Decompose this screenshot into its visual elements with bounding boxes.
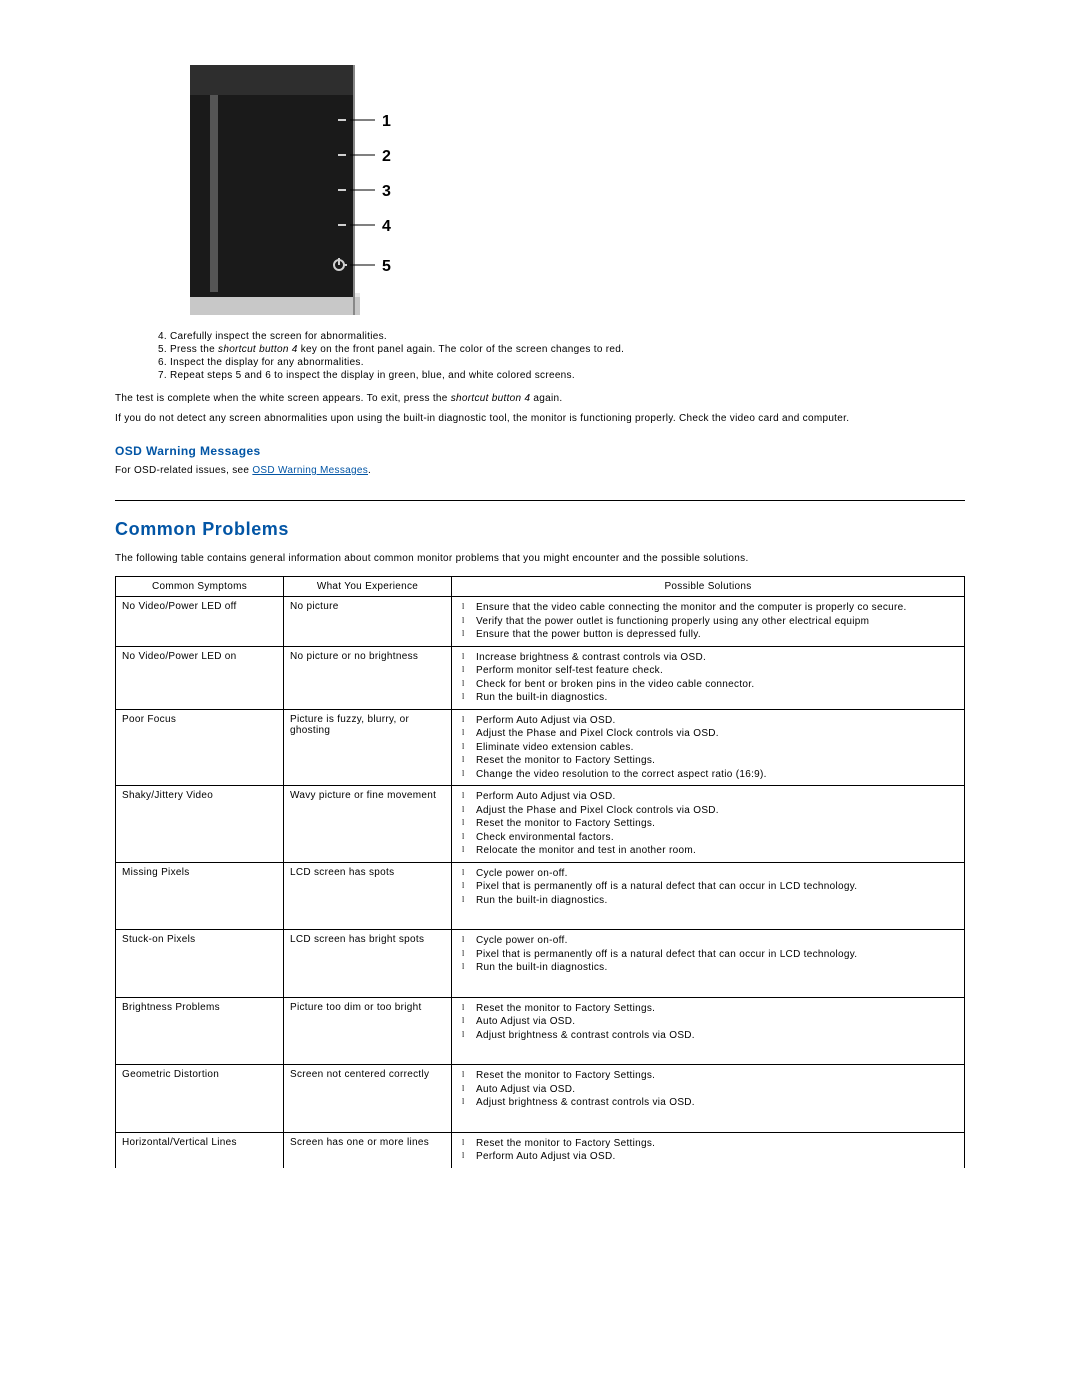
solution-item: Cycle power on-off. bbox=[462, 867, 958, 881]
cell-symptom: Stuck-on Pixels bbox=[116, 930, 284, 998]
solution-item: Verify that the power outlet is function… bbox=[462, 615, 958, 629]
solution-item: Run the built-in diagnostics. bbox=[462, 894, 958, 908]
solution-item: Reset the monitor to Factory Settings. bbox=[462, 1137, 958, 1151]
cell-solutions: Increase brightness & contrast controls … bbox=[452, 646, 965, 709]
table-row: Horizontal/Vertical LinesScreen has one … bbox=[116, 1132, 965, 1168]
cell-experience: Picture too dim or too bright bbox=[284, 997, 452, 1065]
step-item: Press the shortcut button 4 key on the f… bbox=[170, 343, 965, 356]
cell-solutions: Perform Auto Adjust via OSD.Adjust the P… bbox=[452, 786, 965, 863]
cell-experience: Screen not centered correctly bbox=[284, 1065, 452, 1133]
solution-item: Relocate the monitor and test in another… bbox=[462, 844, 958, 858]
solution-item: Ensure that the video cable connecting t… bbox=[462, 601, 958, 615]
solution-item: Run the built-in diagnostics. bbox=[462, 691, 958, 705]
table-row: Geometric DistortionScreen not centered … bbox=[116, 1065, 965, 1133]
cell-experience: No picture or no brightness bbox=[284, 646, 452, 709]
cell-experience: No picture bbox=[284, 597, 452, 647]
col-experience: What You Experience bbox=[284, 577, 452, 597]
solution-item: Adjust brightness & contrast controls vi… bbox=[462, 1096, 958, 1110]
cell-experience: LCD screen has spots bbox=[284, 862, 452, 930]
cell-solutions: Ensure that the video cable connecting t… bbox=[452, 597, 965, 647]
callout-2: 2 bbox=[382, 148, 391, 165]
step-item: Inspect the display for any abnormalitie… bbox=[170, 356, 965, 369]
test-complete-text: The test is complete when the white scre… bbox=[115, 392, 965, 406]
solution-item: Auto Adjust via OSD. bbox=[462, 1083, 958, 1097]
solution-item: Reset the monitor to Factory Settings. bbox=[462, 754, 958, 768]
cell-solutions: Reset the monitor to Factory Settings.Pe… bbox=[452, 1132, 965, 1168]
solution-item: Eliminate video extension cables. bbox=[462, 741, 958, 755]
common-problems-intro: The following table contains general inf… bbox=[115, 552, 965, 566]
solution-item: Adjust brightness & contrast controls vi… bbox=[462, 1029, 958, 1043]
osd-text: For OSD-related issues, see OSD Warning … bbox=[115, 464, 965, 478]
cell-symptom: Missing Pixels bbox=[116, 862, 284, 930]
solution-item: Perform Auto Adjust via OSD. bbox=[462, 790, 958, 804]
table-row: Brightness ProblemsPicture too dim or to… bbox=[116, 997, 965, 1065]
table-row: Missing PixelsLCD screen has spotsCycle … bbox=[116, 862, 965, 930]
solution-item: Check for bent or broken pins in the vid… bbox=[462, 678, 958, 692]
osd-heading: OSD Warning Messages bbox=[115, 444, 965, 458]
diagnostic-steps: Carefully inspect the screen for abnorma… bbox=[145, 330, 965, 382]
cell-experience: LCD screen has bright spots bbox=[284, 930, 452, 998]
solution-item: Perform Auto Adjust via OSD. bbox=[462, 1150, 958, 1164]
step-item: Repeat steps 5 and 6 to inspect the disp… bbox=[170, 369, 965, 382]
solution-item: Increase brightness & contrast controls … bbox=[462, 651, 958, 665]
cell-experience: Screen has one or more lines bbox=[284, 1132, 452, 1168]
callout-3: 3 bbox=[382, 183, 391, 200]
table-row: No Video/Power LED offNo picture Ensure t… bbox=[116, 597, 965, 647]
solution-item: Pixel that is permanently off is a natur… bbox=[462, 948, 958, 962]
solution-item: Auto Adjust via OSD. bbox=[462, 1015, 958, 1029]
solution-item: Change the video resolution to the corre… bbox=[462, 768, 958, 782]
solution-item: Adjust the Phase and Pixel Clock control… bbox=[462, 804, 958, 818]
cell-solutions: Cycle power on-off.Pixel that is permane… bbox=[452, 930, 965, 998]
cell-symptom: Shaky/Jittery Video bbox=[116, 786, 284, 863]
solution-item: Perform Auto Adjust via OSD. bbox=[462, 714, 958, 728]
cell-solutions: Reset the monitor to Factory Settings.Au… bbox=[452, 997, 965, 1065]
step-item: Carefully inspect the screen for abnorma… bbox=[170, 330, 965, 343]
table-row: Poor FocusPicture is fuzzy, blurry, or g… bbox=[116, 709, 965, 786]
cell-solutions: Reset the monitor to Factory Settings.Au… bbox=[452, 1065, 965, 1133]
callout-4: 4 bbox=[382, 218, 391, 235]
table-row: No Video/Power LED onNo picture or no br… bbox=[116, 646, 965, 709]
table-row: Shaky/Jittery VideoWavy picture or fine … bbox=[116, 786, 965, 863]
cell-symptom: Geometric Distortion bbox=[116, 1065, 284, 1133]
solution-item: Adjust the Phase and Pixel Clock control… bbox=[462, 727, 958, 741]
solution-item: Reset the monitor to Factory Settings. bbox=[462, 817, 958, 831]
cell-symptom: Horizontal/Vertical Lines bbox=[116, 1132, 284, 1168]
solution-item: Reset the monitor to Factory Settings. bbox=[462, 1002, 958, 1016]
col-symptoms: Common Symptoms bbox=[116, 577, 284, 597]
cell-symptom: Poor Focus bbox=[116, 709, 284, 786]
callout-5: 5 bbox=[382, 258, 391, 275]
section-divider bbox=[115, 500, 965, 501]
col-solutions: Possible Solutions bbox=[452, 577, 965, 597]
solution-item: Ensure that the power button is depresse… bbox=[462, 628, 958, 642]
solution-item: Perform monitor self-test feature check. bbox=[462, 664, 958, 678]
table-row: Stuck-on PixelsLCD screen has bright spo… bbox=[116, 930, 965, 998]
cell-experience: Picture is fuzzy, blurry, or ghosting bbox=[284, 709, 452, 786]
solution-item: Reset the monitor to Factory Settings. bbox=[462, 1069, 958, 1083]
osd-link[interactable]: OSD Warning Messages bbox=[252, 465, 368, 476]
cell-symptom: No Video/Power LED on bbox=[116, 646, 284, 709]
cell-experience: Wavy picture or fine movement bbox=[284, 786, 452, 863]
no-abnormality-text: If you do not detect any screen abnormal… bbox=[115, 412, 965, 426]
cell-solutions: Cycle power on-off.Pixel that is permane… bbox=[452, 862, 965, 930]
monitor-illustration: 1 2 3 4 5 bbox=[190, 65, 395, 315]
cell-symptom: No Video/Power LED off bbox=[116, 597, 284, 647]
cell-solutions: Perform Auto Adjust via OSD.Adjust the P… bbox=[452, 709, 965, 786]
solution-item: Cycle power on-off. bbox=[462, 934, 958, 948]
callout-1: 1 bbox=[382, 113, 391, 130]
common-problems-heading: Common Problems bbox=[115, 519, 965, 540]
solution-item: Check environmental factors. bbox=[462, 831, 958, 845]
solution-item: Run the built-in diagnostics. bbox=[462, 961, 958, 975]
problems-table: Common Symptoms What You Experience Poss… bbox=[115, 576, 965, 1168]
cell-symptom: Brightness Problems bbox=[116, 997, 284, 1065]
solution-item: Pixel that is permanently off is a natur… bbox=[462, 880, 958, 894]
